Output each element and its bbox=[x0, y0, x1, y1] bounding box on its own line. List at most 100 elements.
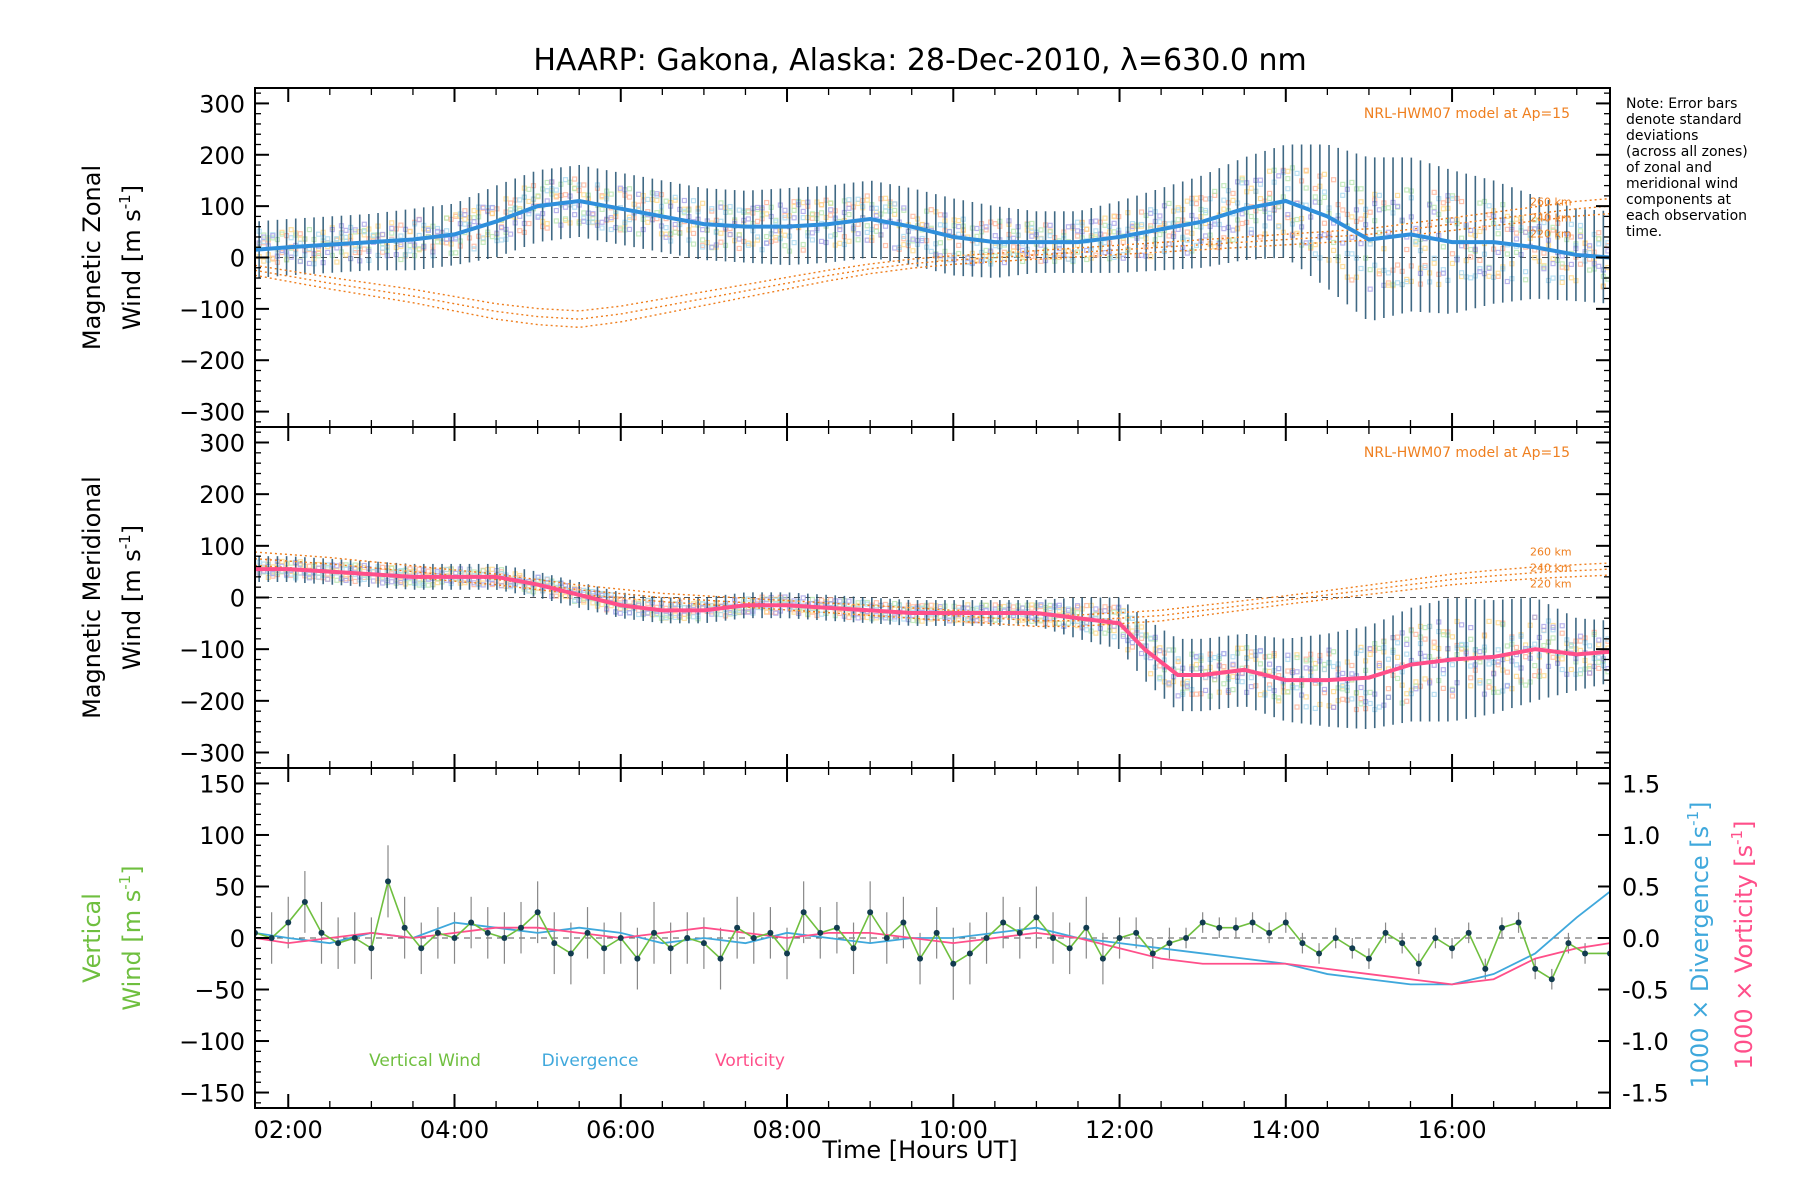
zone-point bbox=[1294, 230, 1300, 236]
zone-point bbox=[1468, 683, 1474, 689]
zone-point bbox=[1340, 670, 1346, 677]
legend-entry: Vorticity bbox=[715, 1051, 785, 1071]
zone-point bbox=[873, 224, 879, 230]
zone-point bbox=[1431, 639, 1437, 645]
zone-point bbox=[1349, 662, 1355, 669]
y2-label-vorticity: 1000 × Vorticity [s-1] bbox=[1728, 821, 1758, 1070]
zone-point bbox=[599, 206, 605, 212]
zone-point bbox=[334, 245, 340, 251]
y-tick-label: −100 bbox=[179, 1028, 245, 1056]
zone-point bbox=[946, 229, 953, 235]
zone-point bbox=[1340, 240, 1346, 246]
zone-point bbox=[645, 219, 651, 225]
zone-point bbox=[1532, 614, 1538, 620]
zone-point bbox=[1248, 185, 1254, 191]
zone-point bbox=[1440, 206, 1446, 212]
zone-point bbox=[782, 232, 788, 238]
zone-point bbox=[1276, 224, 1282, 230]
zone-point bbox=[1148, 254, 1154, 260]
zone-point bbox=[1550, 227, 1556, 233]
zone-point bbox=[1477, 680, 1483, 686]
zone-point bbox=[882, 195, 889, 201]
zone-point bbox=[892, 201, 898, 207]
zone-point bbox=[937, 222, 943, 228]
zone-point bbox=[1523, 269, 1529, 275]
zone-point bbox=[910, 248, 916, 254]
zone-point bbox=[1431, 204, 1437, 210]
vertical-wind-point bbox=[1050, 935, 1057, 941]
vertical-wind-point bbox=[850, 945, 857, 952]
zone-point bbox=[1523, 277, 1529, 283]
zone-point bbox=[1367, 645, 1373, 652]
zone-point bbox=[1568, 642, 1574, 648]
zone-point bbox=[1349, 671, 1355, 677]
label-bracket: ] bbox=[118, 525, 146, 534]
vertical-wind-point bbox=[1382, 929, 1389, 936]
zone-point bbox=[1376, 704, 1382, 710]
zone-point bbox=[1431, 260, 1437, 266]
zone-point bbox=[1477, 659, 1483, 665]
zone-point bbox=[882, 223, 889, 229]
zone-point bbox=[471, 219, 477, 225]
zone-point bbox=[892, 207, 898, 214]
zone-point bbox=[1303, 185, 1309, 191]
zone-point bbox=[1367, 286, 1373, 292]
zone-point bbox=[1330, 177, 1337, 183]
zone-point bbox=[261, 240, 267, 246]
vertical-wind-point bbox=[1498, 924, 1505, 931]
zone-point bbox=[1431, 189, 1437, 195]
zone-point bbox=[471, 208, 477, 214]
zone-point bbox=[1193, 242, 1200, 249]
zone-point bbox=[1367, 700, 1373, 707]
y-tick-label: 100 bbox=[199, 822, 245, 850]
zone-point bbox=[1093, 218, 1099, 224]
zone-point bbox=[892, 245, 898, 251]
vertical-wind-point bbox=[551, 940, 558, 947]
zone-point bbox=[745, 609, 751, 615]
zone-point bbox=[1184, 198, 1190, 204]
zone-point bbox=[1395, 262, 1401, 268]
zone-point bbox=[1385, 656, 1392, 662]
zone-point bbox=[1596, 659, 1602, 665]
zone-point bbox=[508, 231, 514, 237]
plot-area bbox=[255, 845, 1610, 1000]
zone-point bbox=[288, 235, 294, 241]
zone-point bbox=[544, 188, 550, 194]
model-altitude-label: 260 km bbox=[1530, 546, 1572, 559]
zone-point bbox=[444, 228, 450, 234]
zone-point bbox=[1422, 653, 1428, 659]
zone-point bbox=[873, 228, 879, 234]
zone-point bbox=[1276, 203, 1282, 210]
zone-point bbox=[937, 240, 943, 246]
zone-point bbox=[480, 235, 486, 241]
zone-point bbox=[1449, 662, 1456, 668]
zone-point bbox=[1111, 604, 1117, 610]
zone-point bbox=[1285, 668, 1291, 674]
y2-tick-label: -1.0 bbox=[1622, 1028, 1669, 1056]
zone-point bbox=[352, 566, 358, 572]
zone-point bbox=[1230, 654, 1236, 660]
zone-point bbox=[1093, 606, 1099, 612]
zone-point bbox=[462, 212, 468, 218]
vertical-wind-point bbox=[966, 950, 973, 957]
zone-point bbox=[800, 200, 806, 206]
zone-point bbox=[1413, 225, 1419, 232]
zone-point bbox=[992, 617, 998, 623]
y2-tick-label: -0.5 bbox=[1622, 977, 1669, 1005]
zone-point bbox=[1413, 679, 1419, 685]
vertical-wind-point bbox=[817, 929, 824, 936]
zone-point bbox=[1266, 210, 1273, 216]
vertical-wind-point bbox=[1199, 919, 1206, 926]
zone-point bbox=[389, 220, 395, 226]
vertical-wind-point bbox=[451, 935, 458, 941]
zone-point bbox=[1376, 662, 1382, 669]
zone-point bbox=[617, 610, 623, 616]
zone-point bbox=[1385, 694, 1392, 700]
zone-point bbox=[864, 229, 870, 236]
zone-point bbox=[361, 562, 367, 569]
zone-point bbox=[1577, 261, 1584, 267]
zone-point bbox=[1294, 669, 1300, 675]
note-line: meridional wind bbox=[1626, 176, 1738, 192]
zone-point bbox=[361, 246, 367, 252]
